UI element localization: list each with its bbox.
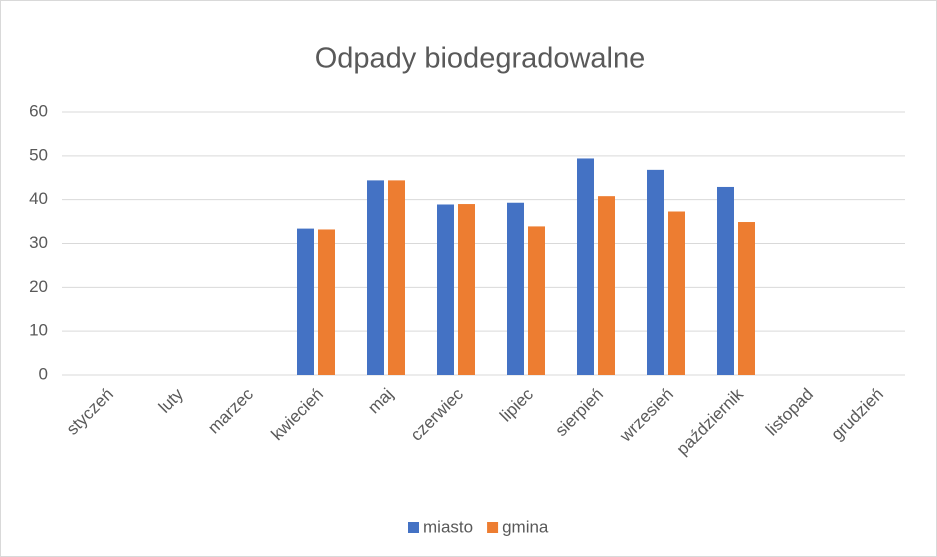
bar [577, 158, 594, 375]
y-tick-label: 30 [29, 233, 48, 252]
bar [717, 186, 734, 375]
bar [507, 202, 524, 375]
legend-swatch [408, 522, 419, 533]
legend-swatch [487, 522, 499, 533]
legend-label: miasto [423, 517, 473, 536]
legend-label: gmina [502, 517, 549, 536]
chart-title: Odpady biodegradowalne [315, 43, 646, 75]
bar [437, 204, 454, 375]
y-tick-label: 50 [29, 145, 48, 164]
y-tick-label: 0 [39, 364, 48, 383]
y-tick-label: 60 [29, 101, 48, 120]
bar [297, 228, 314, 375]
bar [668, 211, 685, 375]
bar [647, 169, 664, 375]
y-tick-label: 10 [29, 321, 48, 340]
bar [458, 204, 475, 375]
y-tick-label: 20 [29, 277, 48, 296]
bar [598, 196, 615, 375]
bar [318, 229, 335, 375]
bar [367, 180, 384, 375]
bar [738, 222, 755, 375]
bar [388, 180, 405, 375]
y-tick-label: 40 [29, 189, 48, 208]
bar [528, 226, 545, 375]
